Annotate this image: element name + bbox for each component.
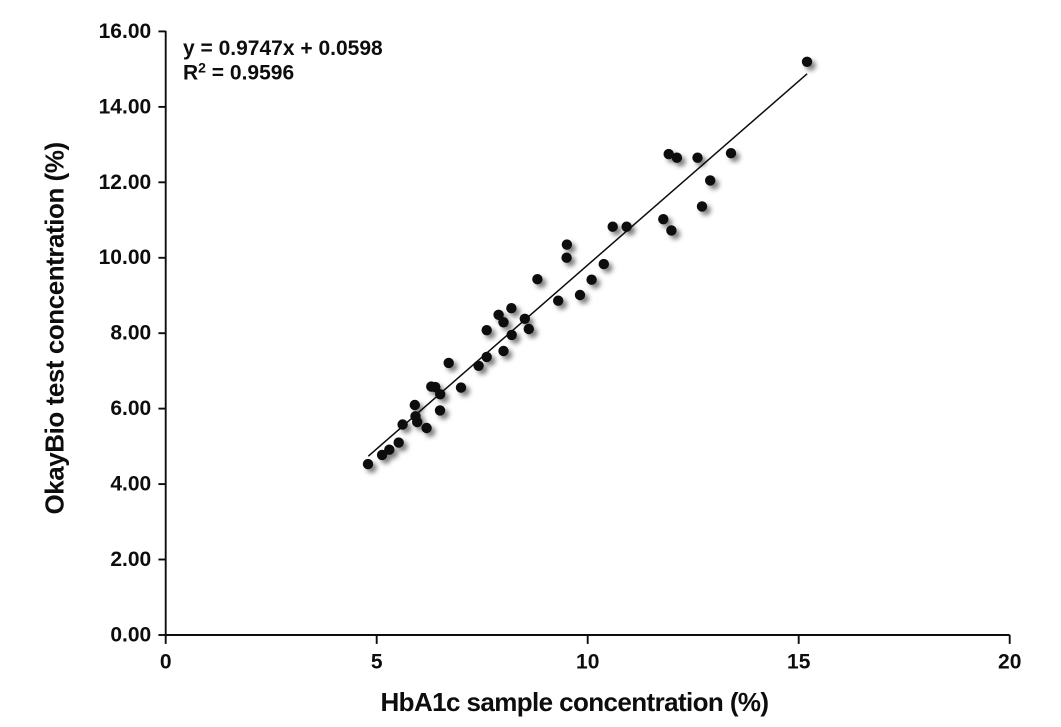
svg-text:0.00: 0.00 <box>110 624 151 647</box>
svg-text:2.00: 2.00 <box>110 548 151 571</box>
svg-text:10.00: 10.00 <box>99 246 152 269</box>
svg-text:4.00: 4.00 <box>110 473 151 496</box>
svg-text:12.00: 12.00 <box>99 171 152 194</box>
svg-text:20: 20 <box>998 651 1021 674</box>
svg-text:OkayBio test concentration (%): OkayBio test concentration (%) <box>40 142 70 514</box>
svg-text:5: 5 <box>371 651 383 674</box>
svg-text:15: 15 <box>787 651 811 674</box>
svg-text:16.00: 16.00 <box>99 20 152 43</box>
svg-text:14.00: 14.00 <box>99 95 152 118</box>
svg-text:0: 0 <box>160 651 172 674</box>
svg-text:HbA1c sample concentration (%): HbA1c sample concentration (%) <box>381 687 769 717</box>
svg-text:y = 0.9747x + 0.0598: y = 0.9747x + 0.0598 <box>183 37 383 60</box>
svg-text:8.00: 8.00 <box>110 322 151 345</box>
svg-text:10: 10 <box>576 651 599 674</box>
svg-text:6.00: 6.00 <box>110 397 151 420</box>
